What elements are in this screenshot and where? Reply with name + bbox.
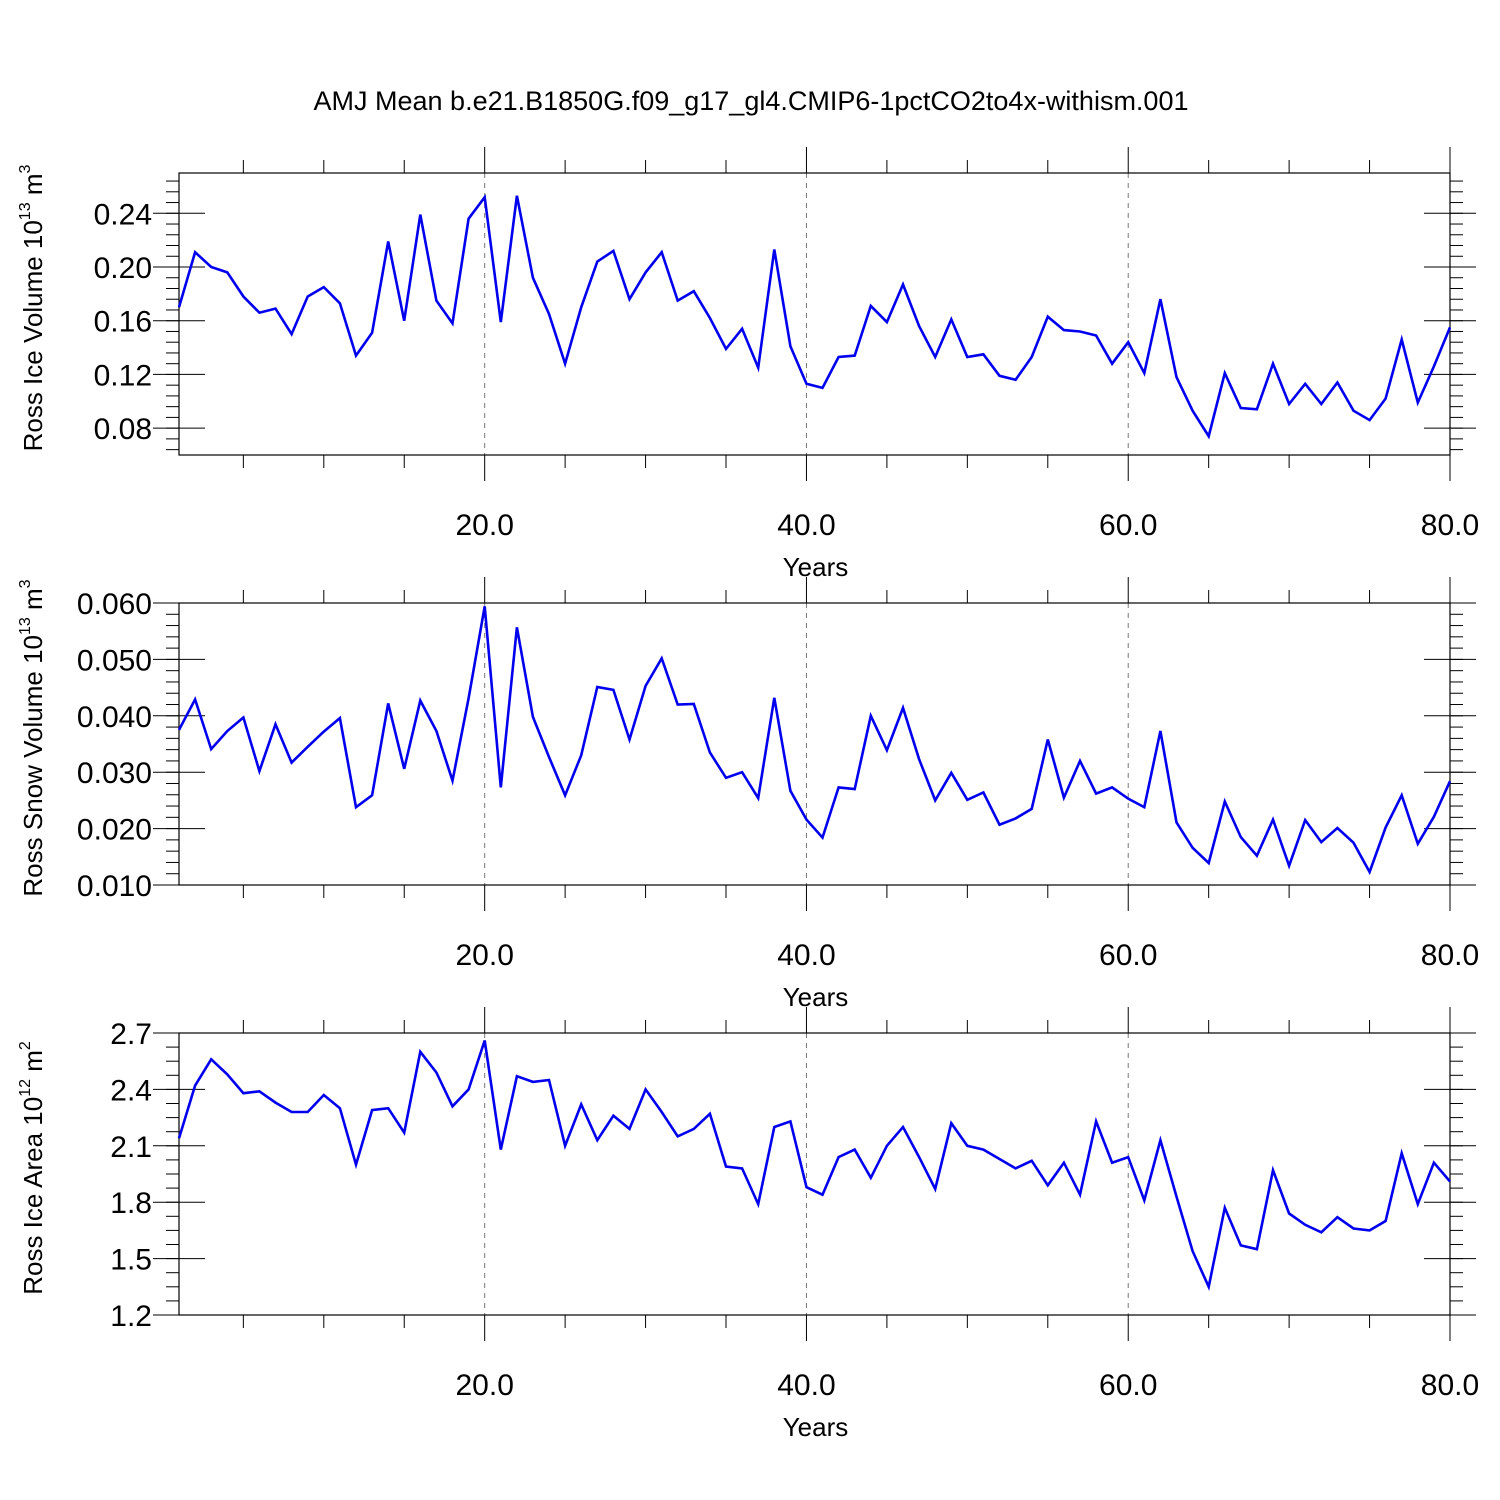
- y-axis-label: Ross Snow Volume 1013 m3: [17, 579, 48, 896]
- y-tick-label: 2.1: [110, 1131, 152, 1164]
- panels: 0.08 0.12 0.16 0.20 0.24 20.0 40.0 60.0 80.0 Year…: [17, 147, 1479, 1442]
- plot-frame: [178, 1032, 1451, 1316]
- y-tick-label: 0.020: [77, 814, 152, 847]
- y-tick-label: 0.08: [94, 413, 152, 446]
- x-axis-label: Years: [783, 982, 849, 1012]
- y-tick-label: 1.8: [110, 1187, 152, 1220]
- plot-frame: [178, 172, 1451, 456]
- y-tick-label: 2.7: [110, 1018, 152, 1051]
- y-tick-label: 0.040: [77, 701, 152, 734]
- chart-panel-3: 1.2 1.5 1.8 2.1 2.4 2.7 20.0 40.0 60.0 80.0 Years R…: [17, 1007, 1479, 1442]
- x-tick-label: 60.0: [1099, 1369, 1157, 1402]
- figure-title: AMJ Mean b.e21.B1850G.f09_g17_gl4.CMIP6-…: [314, 86, 1189, 116]
- x-axis-label: Years: [783, 552, 849, 582]
- x-tick-label: 80.0: [1421, 1369, 1479, 1402]
- y-tick-label: 0.16: [94, 306, 152, 339]
- series-line-3: [177, 1040, 1451, 1292]
- y-tick-label: 1.5: [110, 1244, 152, 1277]
- x-tick-label: 60.0: [1099, 509, 1157, 542]
- x-tick-label: 80.0: [1421, 939, 1479, 972]
- y-tick-label: 0.20: [94, 252, 152, 285]
- x-tick-label: 80.0: [1421, 509, 1479, 542]
- x-tick-label: 40.0: [777, 1369, 835, 1402]
- x-tick-label: 20.0: [455, 509, 513, 542]
- plot-frame: [178, 602, 1451, 886]
- y-axis-label: Ross Ice Volume 1013 m3: [17, 164, 48, 451]
- y-tick-label: 0.050: [77, 644, 152, 677]
- x-tick-label: 20.0: [455, 939, 513, 972]
- x-axis-label: Years: [783, 1412, 849, 1442]
- x-tick-label: 40.0: [777, 509, 835, 542]
- x-tick-label: 40.0: [777, 939, 835, 972]
- y-axis-label: Ross Ice Area 1012 m2: [17, 1041, 48, 1295]
- x-tick-label: 60.0: [1099, 939, 1157, 972]
- x-tick-label: 20.0: [455, 1369, 513, 1402]
- y-tick-label: 0.010: [77, 870, 152, 903]
- y-tick-label: 0.030: [77, 757, 152, 790]
- chart-panel-1: 0.08 0.12 0.16 0.20 0.24 20.0 40.0 60.0 80.0 Year…: [17, 147, 1479, 582]
- y-tick-label: 0.060: [77, 588, 152, 621]
- y-tick-label: 0.12: [94, 359, 152, 392]
- y-tick-label: 1.2: [110, 1300, 152, 1333]
- y-tick-label: 0.24: [94, 198, 152, 231]
- series-line-2: [177, 606, 1452, 876]
- series-line-1: [177, 193, 1452, 440]
- y-tick-label: 2.4: [110, 1074, 152, 1107]
- chart-panel-2: 0.010 0.020 0.030 0.040 0.050 0.060 20.0 40.0 60…: [17, 577, 1479, 1012]
